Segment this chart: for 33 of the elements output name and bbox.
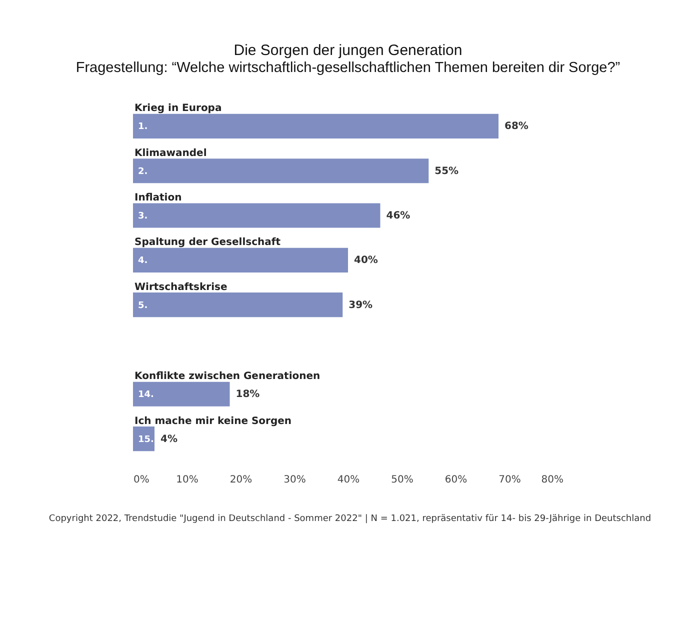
y-tick-label: Konflikte zwischen Generationen [134,371,320,382]
data-label: 4% [160,434,178,445]
data-label: 46% [386,210,410,222]
data-label: 39% [348,300,373,311]
text: Copyright 2022, Trendstudie "Jugend in Deutschland - Sommer 2022" | N = 1.021, repräsentativ für 14- bis 29-Jährige in Deutschland [48,514,652,524]
annotation: 3. [138,212,148,222]
x-tick-label: 0% [134,474,150,486]
annotation: 2. [138,166,148,177]
chart-title: Die Sorgen der jungen Generation [234,42,462,60]
x-tick-label: 40% [337,474,360,486]
data-label: 40% [354,255,378,266]
x-tick-label: 20% [230,474,252,486]
x-tick-label: 70% [498,474,521,486]
annotation: 14. [138,390,154,400]
y-tick-label: Klimawandel [134,148,207,159]
x-tick-label: 30% [284,474,306,486]
x-tick-label: 50% [391,474,414,486]
data-label: 68% [504,121,528,132]
chart-subtitle: Fragestellung: “Welche wirtschaftlich-gesellschaftlichen Themen bereiten dir Sorge?” [76,60,620,76]
annotation: 15. [138,434,154,445]
y-tick-label: Inflation [134,192,182,204]
annotation: 5. [138,300,148,311]
y-tick-label: Ich mache mir keine Sorgen [134,416,292,427]
data-label: 18% [236,389,260,400]
x-tick-label: 80% [541,474,564,486]
y-tick-label: Spaltung der Gesellschaft [134,237,281,248]
annotation: 1. [138,122,148,132]
annotation: 4. [138,256,148,266]
y-tick-label: Wirtschaftskrise [134,282,228,293]
x-tick-label: 60% [444,474,468,486]
y-tick-label: Krieg in Europa [134,103,222,114]
x-tick-label: 10% [176,474,198,486]
data-label: 55% [434,166,459,177]
